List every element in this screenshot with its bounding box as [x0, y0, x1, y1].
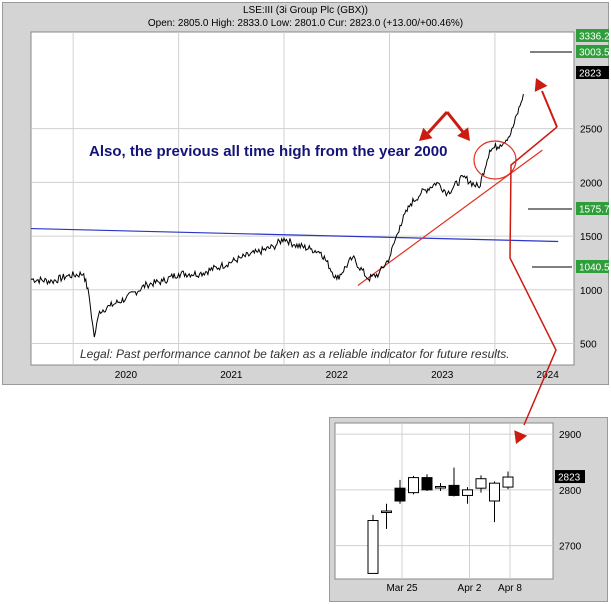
candle-body [421, 477, 433, 491]
zoom-price-labels: 2823 [555, 470, 585, 484]
y-tick-label: 2000 [580, 178, 603, 189]
zoom-chart: 2700 2800 2900 Mar 25 Apr 2 Apr 8 2823 [334, 422, 585, 594]
annotation-text: Also, the previous all time high from th… [89, 143, 447, 160]
price-label: 1575.7 [579, 205, 609, 216]
candle-body [502, 476, 514, 488]
price-labels: 3336.2 3003.5 2823 1575.7 1040.5 [528, 29, 609, 274]
resistance-line [30, 227, 559, 243]
x-tick-label: 2020 [115, 370, 138, 381]
candle-body [381, 510, 392, 514]
y-tick-label: 2700 [559, 542, 582, 553]
price-label-box [576, 45, 609, 58]
candle-body [462, 489, 473, 496]
y-tick-label: 2900 [559, 430, 582, 441]
x-tick-label: Apr 2 [458, 583, 482, 594]
price-label: 3336.2 [579, 32, 609, 43]
x-tick-label: 2022 [326, 370, 349, 381]
price-label-box [576, 66, 609, 79]
main-chart: 500 1000 1500 2000 2500 2020 2021 2022 2023 2024… [30, 29, 609, 381]
price-label-box [576, 202, 609, 215]
x-tick-label: Mar 25 [386, 583, 418, 594]
plot-area [30, 31, 575, 366]
current-price-label: 2823 [558, 473, 581, 484]
y-tick-label: 2500 [580, 125, 603, 136]
zoom-chart-panel: 2700 2800 2900 Mar 25 Apr 2 Apr 8 2823 [329, 417, 608, 602]
candle-body [367, 520, 379, 574]
price-label-box [576, 29, 609, 42]
price-label-box [576, 260, 609, 273]
y-tick-label: 1000 [580, 286, 603, 297]
price-series-line [30, 93, 524, 338]
x-tick-label: 2021 [220, 370, 243, 381]
candle-body [489, 482, 500, 502]
current-price-box [555, 470, 585, 484]
x-tick-label: 2023 [431, 370, 454, 381]
zoom-y-axis: 2700 2800 2900 [559, 430, 582, 552]
zoom-x-axis: Mar 25 Apr 2 Apr 8 [386, 583, 522, 594]
main-chart-panel: LSE:III (3i Group Plc (GBX)) Open: 2805.… [2, 2, 609, 385]
candle-body [475, 478, 487, 489]
price-label: 2823 [579, 69, 602, 80]
y-tick-label: 2800 [559, 486, 582, 497]
candle-body [435, 486, 446, 489]
x-tick-label: 2024 [537, 370, 560, 381]
y-tick-label: 500 [580, 340, 597, 351]
price-label: 1040.5 [579, 263, 609, 274]
chart-title: LSE:III (3i Group Plc (GBX)) [242, 5, 369, 16]
x-axis: 2020 2021 2022 2023 2024 [115, 370, 559, 381]
disclaimer-text: Legal: Past performance cannot be taken … [80, 347, 510, 361]
quote-line: Open: 2805.0 High: 2833.0 Low: 2801.0 Cu… [147, 18, 464, 29]
grid [31, 32, 574, 365]
y-axis: 500 1000 1500 2000 2500 [580, 125, 603, 351]
candle-body [394, 487, 406, 502]
price-label: 3003.5 [579, 48, 609, 59]
y-tick-label: 1500 [580, 232, 603, 243]
x-tick-label: Apr 8 [498, 583, 522, 594]
candle-body [448, 484, 460, 496]
candles [367, 467, 514, 574]
candle-body [408, 477, 419, 494]
